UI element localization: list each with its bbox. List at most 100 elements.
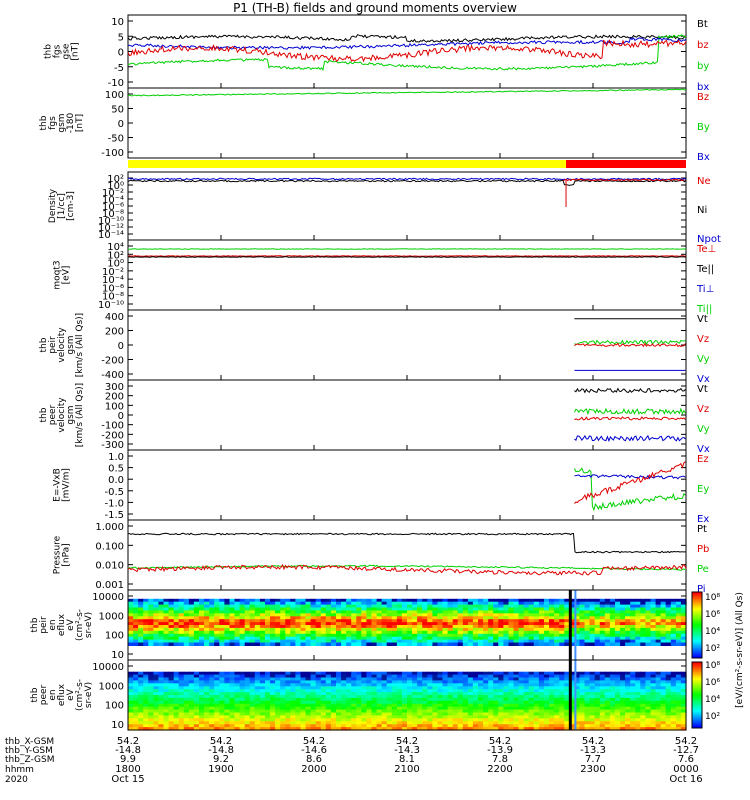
y-axis-label: [nT] <box>75 114 85 132</box>
y-axis-label: eflux <box>57 683 67 706</box>
y-tick-label: -1.0 <box>104 498 124 509</box>
x-tick-label: -14.8 <box>115 745 141 756</box>
colorbar-step <box>692 716 702 719</box>
x-tick-label: 2100 <box>394 764 419 775</box>
x-tick-label: 7.8 <box>492 754 508 765</box>
y-tick-label: 100 <box>105 90 124 101</box>
y-axis-label: peir <box>48 336 58 354</box>
spectrogram-electron <box>128 671 687 731</box>
legend-entry: Ti|| <box>696 304 712 315</box>
y-tick-label: 10⁻¹⁰ <box>98 216 124 227</box>
y-axis-label: [1/cc] <box>57 193 67 219</box>
series-By <box>127 88 687 97</box>
legend-entry: Ti⊥ <box>696 284 714 295</box>
series-bx <box>127 37 687 50</box>
x-tick-label: -13.3 <box>580 745 606 756</box>
legend-entry: by <box>697 61 709 72</box>
y-axis-label: en <box>48 689 58 700</box>
y-axis-label: fgs <box>53 44 63 58</box>
y-tick-label: 200 <box>105 392 124 403</box>
y-tick-label: 100 <box>105 701 124 712</box>
colorbar-tick: 10⁸ <box>705 661 720 671</box>
y-tick-label: 1000 <box>99 681 124 692</box>
colorbar-step <box>692 600 702 603</box>
colorbar-step <box>692 676 702 679</box>
series-Ey <box>573 467 686 512</box>
colorbar-step <box>692 623 702 626</box>
legend-entry: Vz <box>697 404 709 415</box>
y-tick-label: 1000 <box>99 611 124 622</box>
series-Vz <box>574 342 686 348</box>
y-axis-label: thb <box>39 407 49 422</box>
y-tick-label: 400 <box>105 312 124 323</box>
x-tick-label: 54.2 <box>675 736 697 747</box>
y-axis-label: gse <box>62 43 72 59</box>
legend-entry: Vx <box>697 374 710 385</box>
y-tick-label: 0.5 <box>108 464 124 475</box>
legend-entry: Vy <box>697 424 710 435</box>
y-axis-label: sr-eV) <box>84 612 94 638</box>
y-tick-label: -100 <box>101 421 124 432</box>
series-Vt <box>574 387 686 394</box>
x-tick-label: -14.8 <box>208 745 234 756</box>
series-Vy <box>574 339 686 346</box>
panel-frame <box>127 449 687 521</box>
colorbar-step <box>692 691 702 694</box>
colorbar-step <box>692 620 702 623</box>
colorbar-step <box>692 709 702 712</box>
colorbar-step <box>692 651 702 654</box>
colorbar-step <box>692 618 702 621</box>
colorbar-step <box>692 638 702 641</box>
colorbar-step <box>692 628 702 631</box>
y-axis-label: [mV/m] <box>62 468 72 502</box>
y-tick-label: 0 <box>118 119 124 130</box>
y-tick-label: 0.100 <box>95 541 124 552</box>
legend-entry: Vt <box>697 314 708 325</box>
colorbar-step <box>692 719 702 722</box>
colorbar-step <box>692 596 702 600</box>
colorbar-step <box>692 713 702 716</box>
legend-entry: Ne <box>697 176 711 187</box>
mode-bar-fast <box>566 160 686 168</box>
y-tick-label: 10⁻¹⁰ <box>98 300 124 311</box>
y-tick-label: 10 <box>111 720 124 731</box>
colorbar-step <box>692 643 702 646</box>
legend-entry: Te|| <box>696 264 714 275</box>
y-tick-label: 0.0 <box>108 475 124 486</box>
x-tick-label: -14.6 <box>301 745 327 756</box>
legend-entry: Bt <box>697 19 708 30</box>
colorbar-step <box>692 615 702 618</box>
x-tick-label: 1800 <box>115 764 140 775</box>
x-tick-label: 2300 <box>580 764 605 775</box>
colorbar-tick: 10⁴ <box>705 695 720 705</box>
colorbar-step <box>692 639 702 642</box>
colorbar-step <box>692 656 702 659</box>
colorbar-step <box>692 616 702 619</box>
x-tick-label: 54.2 <box>303 736 325 747</box>
x-tick-label: 54.2 <box>489 736 511 747</box>
colorbar-step <box>692 690 702 693</box>
colorbar-step <box>692 699 702 703</box>
y-tick-label: 10⁻² <box>102 267 124 278</box>
y-tick-label: 10⁻⁸ <box>102 292 124 303</box>
legend-entry: Pi <box>697 584 706 595</box>
colorbar-step <box>692 603 702 606</box>
y-tick-label: 10000 <box>92 592 124 603</box>
colorbar-step <box>692 723 702 726</box>
y-axis-label: peer <box>39 684 49 705</box>
y-axis-label: [cm-3] <box>66 191 76 221</box>
y-tick-label: -50 <box>108 134 124 145</box>
legend-entry: Vx <box>697 444 710 455</box>
y-axis-label: peir <box>39 616 49 634</box>
x-tick-label: 54.2 <box>582 736 604 747</box>
legend-entry: Pt <box>697 524 707 535</box>
colorbar-step <box>692 633 702 636</box>
colorbar-step <box>692 678 702 681</box>
y-tick-label: -200 <box>101 356 124 367</box>
y-tick-label: 10⁻⁶ <box>102 202 124 213</box>
colorbar-step <box>692 708 702 711</box>
legend-entry: Ez <box>697 454 709 465</box>
y-tick-label: 10⁻⁴ <box>102 275 124 286</box>
y-axis-label: thb <box>39 115 49 130</box>
colorbar-tick: 10⁸ <box>705 593 720 603</box>
